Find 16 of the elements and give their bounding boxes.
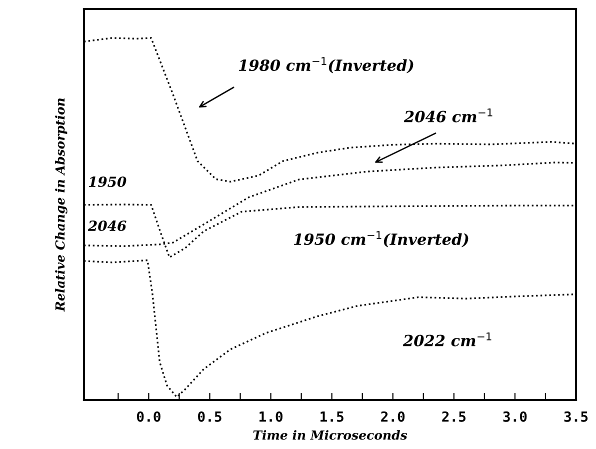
x-tick-label: 2.5 <box>442 411 466 422</box>
x-tick-label: 1.5 <box>320 412 344 422</box>
x-tick-label: 3.5 <box>564 411 588 422</box>
annotation: 2046 <box>88 220 126 232</box>
x-tick-label: 3.0 <box>503 411 527 422</box>
y-axis-title: Relative Change in Absorption <box>55 98 68 312</box>
annotation: 1950 <box>88 176 126 188</box>
x-axis-title: Time in Microseconds <box>253 430 408 440</box>
x-tick-label: 1.0 <box>260 411 282 422</box>
annotation: 2022 cm$^{−1}$ <box>402 332 492 346</box>
annotation: 2046 cm$^{−1}$ <box>404 108 492 122</box>
annotation: 1950 cm$^{−1}$(Inverted) <box>294 231 468 248</box>
x-tick-label: 2.0 <box>381 411 405 422</box>
x-tick-label: 0.5 <box>198 411 222 422</box>
x-tick-label: 0.0 <box>136 411 160 422</box>
annotation: 1980 cm$^{−1}$(Inverted) <box>238 57 414 74</box>
